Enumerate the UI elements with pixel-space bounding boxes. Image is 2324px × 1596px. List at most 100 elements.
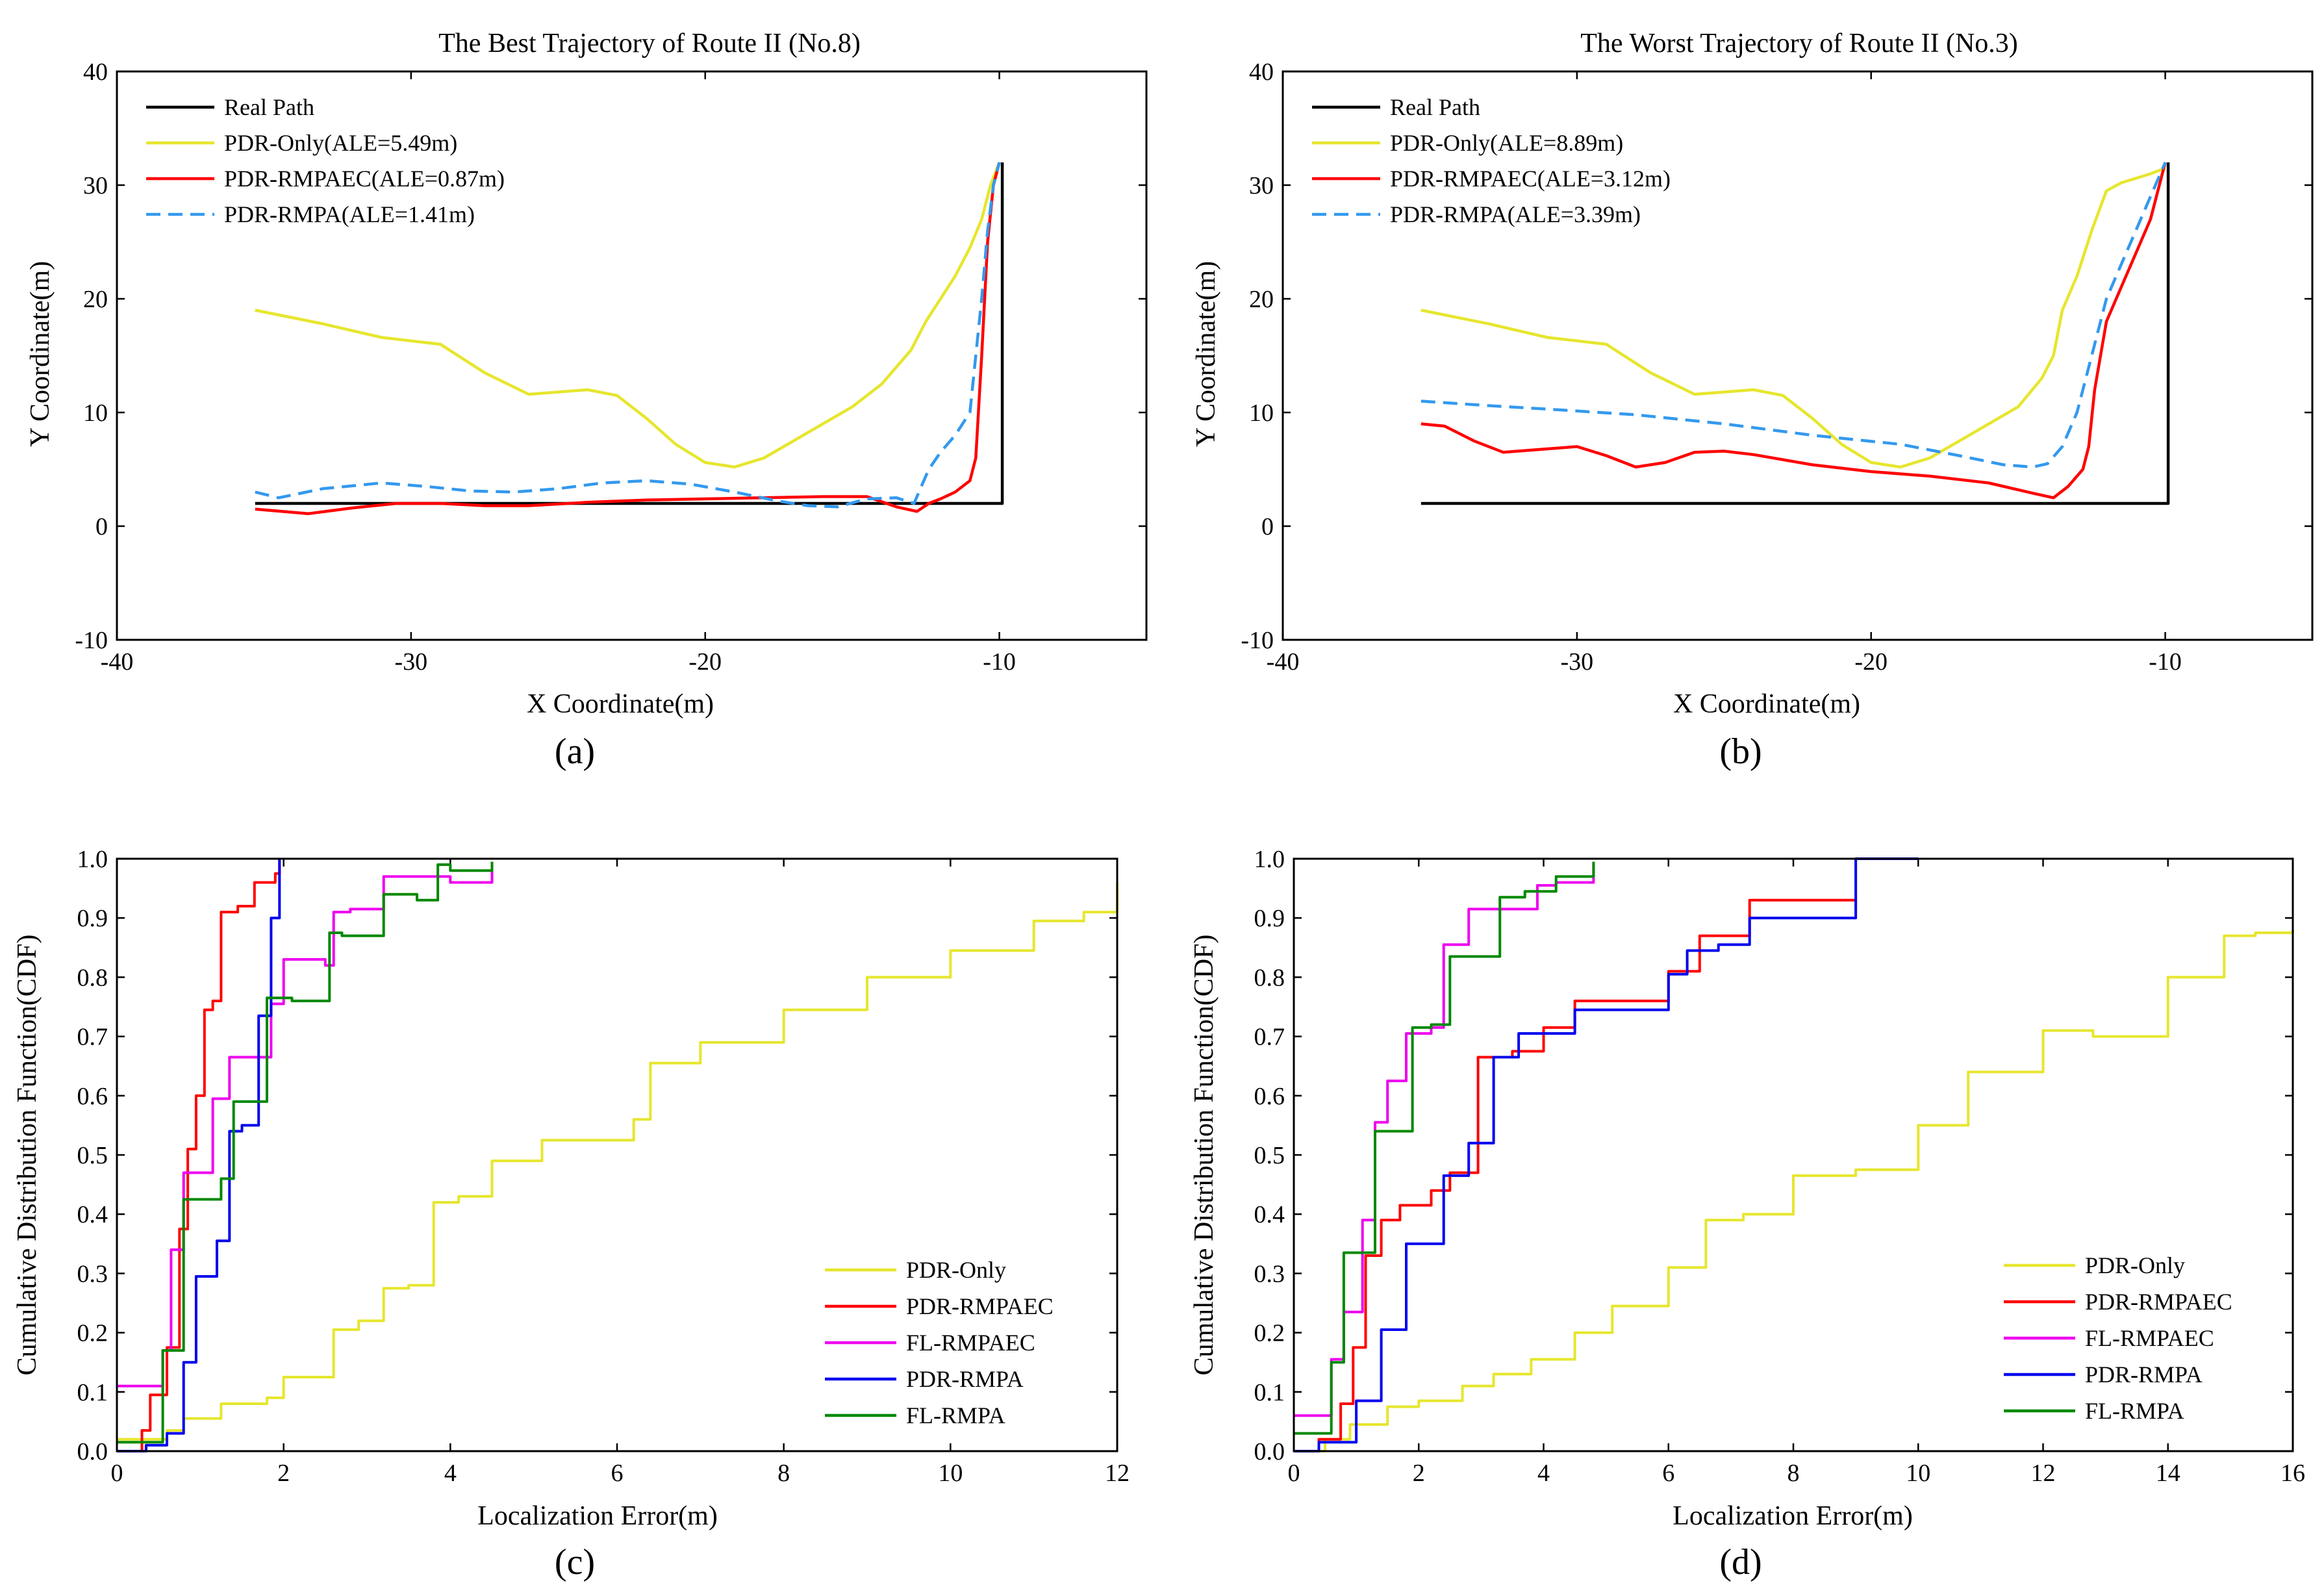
chart-a-xtick-label-2: -20 (688, 648, 722, 676)
chart-d-xtick-label-5: 10 (1906, 1460, 1930, 1487)
chart-c-ytick-label-9: 0.9 (77, 905, 108, 932)
chart-c-xtick-label-1: 2 (277, 1460, 290, 1487)
chart-c-ytick-label-0: 0.0 (77, 1438, 108, 1465)
chart-b-ytick-label-4: 30 (1249, 172, 1274, 199)
chart-b-series-real-path-line (1421, 162, 2170, 505)
chart-d-legend-label-3: PDR-RMPA (2085, 1362, 2203, 1387)
chart-b-legend-label-3: PDR-RMPA(ALE=3.39m) (1390, 201, 1641, 227)
chart-a-xtick-label-3: -10 (983, 648, 1016, 676)
chart-a-plot: -40 -30 -20 -10 -10 0 10 20 30 40 Real Path PDR-Onl… (75, 58, 1146, 676)
chart-d-panel-label: (d) (1719, 1542, 1762, 1582)
chart-d-legend-label-2: FL-RMPAEC (2085, 1325, 2214, 1351)
chart-c-xtick-label-5: 10 (938, 1460, 963, 1487)
panel-a: The Best Trajectory of Route II (No.8) -… (25, 29, 1148, 772)
chart-a-series-real-path-line (255, 162, 1004, 505)
panel-b: The Worst Trajectory of Route II (No.3) … (1191, 29, 2314, 772)
chart-c-xlabel: Localization Error(m) (477, 1501, 718, 1531)
chart-b-xtick-label-0: -40 (1267, 648, 1300, 676)
chart-c-ylabel: Cumulative Distribution Function(CDF) (12, 935, 42, 1376)
chart-d-xtick-label-0: 0 (1288, 1460, 1300, 1487)
chart-d-ytick-label-9: 0.9 (1254, 905, 1285, 932)
chart-c-plot: 0 2 4 6 8 10 12 0.0 0.1 0.2 0.3 0.4 0.5 0.6 0.7 0.8 0.9 1… (77, 846, 1130, 1487)
chart-d-xlabel: Localization Error(m) (1673, 1501, 1913, 1531)
chart-d-xtick-label-1: 2 (1413, 1460, 1425, 1487)
chart-d-xtick-label-4: 8 (1787, 1460, 1800, 1487)
chart-b-ytick-label-3: 20 (1249, 286, 1274, 313)
chart-a-ytick-label-2: 10 (83, 399, 108, 427)
chart-a-ytick-label-4: 30 (83, 172, 108, 199)
chart-a-legend-label-0: Real Path (224, 94, 314, 120)
chart-c-xtick-label-2: 4 (444, 1460, 457, 1487)
chart-a-ytick-label-3: 20 (83, 286, 108, 313)
chart-d-ytick-label-1: 0.1 (1254, 1379, 1285, 1406)
chart-c-xtick-label-0: 0 (111, 1460, 123, 1487)
chart-a-series-pdr-rmpaec-line (255, 162, 1001, 516)
chart-c-series-pdr-rmpa-line (117, 859, 281, 1452)
panel-d: 0 2 4 6 8 10 12 14 16 0.0 0.1 0.2 0.3 0.4 0.5 0.6 0.7 0.8… (1189, 846, 2305, 1582)
chart-c-legend-label-2: FL-RMPAEC (906, 1330, 1035, 1356)
chart-c-legend-label-0: PDR-Only (906, 1257, 1006, 1283)
chart-b-panel-label: (b) (1719, 731, 1762, 772)
chart-d-series-fl-rmpa-line (1294, 861, 1595, 1435)
chart-d-ytick-label-4: 0.4 (1254, 1201, 1285, 1228)
chart-b-xtick-label-1: -30 (1561, 648, 1594, 676)
chart-d-ytick-label-7: 0.7 (1254, 1024, 1285, 1051)
chart-c-legend-label-3: PDR-RMPA (906, 1366, 1024, 1392)
chart-a-title: The Best Trajectory of Route II (No.8) (438, 29, 861, 58)
chart-b-legend-label-1: PDR-Only(ALE=8.89m) (1390, 130, 1623, 156)
chart-c-series-pdr-rmpaec-line (117, 859, 281, 1452)
chart-b-ytick-label-0: -10 (1241, 627, 1274, 654)
chart-c-frame (116, 857, 1118, 1452)
chart-a-xlabel: X Coordinate(m) (527, 689, 714, 719)
chart-d-series-pdr-rmpaec-line (1294, 898, 1856, 1452)
chart-b-frame (1282, 70, 2314, 641)
chart-d-series-fl-rmpaec-line (1294, 865, 1595, 1417)
chart-b-series-pdr-only-line (1421, 166, 2166, 469)
chart-a-series-pdr-only-line (255, 162, 1001, 469)
chart-c-ytick-label-2: 0.2 (77, 1320, 108, 1347)
chart-c-legend-label-4: FL-RMPA (906, 1402, 1005, 1428)
chart-c-panel-label: (c) (555, 1542, 595, 1582)
chart-d-legend-label-0: PDR-Only (2085, 1252, 2185, 1278)
chart-d-ytick-label-0: 0.0 (1254, 1438, 1285, 1465)
chart-d-series-pdr-rmpa-line (1294, 857, 1919, 1452)
chart-c-ytick-label-10: 1.0 (77, 846, 108, 873)
chart-b-xtick-label-3: -10 (2149, 648, 2182, 676)
chart-d-ytick-label-6: 0.6 (1254, 1083, 1285, 1110)
chart-a-ytick-label-5: 40 (83, 58, 108, 86)
chart-d-xtick-label-6: 12 (2031, 1460, 2056, 1487)
chart-b-plot: -40 -30 -20 -10 -10 0 10 20 30 40 Real Path PDR-Onl… (1241, 58, 2312, 676)
chart-d-ytick-label-2: 0.2 (1254, 1320, 1285, 1347)
chart-d-xtick-label-7: 14 (2156, 1460, 2180, 1487)
chart-b-legend-label-0: Real Path (1390, 94, 1480, 120)
chart-c-xtick-label-6: 12 (1105, 1460, 1130, 1487)
chart-c-ytick-label-3: 0.3 (77, 1260, 108, 1287)
chart-d-ytick-label-5: 0.5 (1254, 1142, 1285, 1169)
chart-d-legend-label-4: FL-RMPA (2085, 1398, 2184, 1424)
chart-b-title: The Worst Trajectory of Route II (No.3) (1580, 29, 2018, 58)
chart-b-legend-label-2: PDR-RMPAEC(ALE=3.12m) (1390, 166, 1671, 192)
chart-a-xtick-label-0: -40 (101, 648, 134, 676)
chart-c-series-fl-rmpaec-line (117, 867, 494, 1387)
panel-c: 0 2 4 6 8 10 12 0.0 0.1 0.2 0.3 0.4 0.5 0.6 0.7 0.8 0.9 1… (12, 846, 1130, 1582)
chart-d-frame (1293, 857, 2294, 1452)
chart-b-ytick-label-5: 40 (1249, 58, 1274, 86)
chart-a-ylabel: Y Coordinate(m) (25, 261, 55, 448)
chart-d-ytick-label-8: 0.8 (1254, 964, 1285, 991)
chart-a-legend-label-1: PDR-Only(ALE=5.49m) (224, 130, 457, 156)
chart-b-ytick-label-1: 0 (1261, 513, 1274, 540)
chart-d-ytick-label-10: 1.0 (1254, 846, 1285, 873)
chart-b-ylabel: Y Coordinate(m) (1191, 261, 1221, 448)
chart-c-ytick-label-8: 0.8 (77, 964, 108, 991)
chart-c-series-pdr-only-line (117, 882, 1118, 1441)
chart-a-ytick-label-0: -10 (75, 627, 108, 654)
chart-a-legend-label-3: PDR-RMPA(ALE=1.41m) (224, 201, 475, 227)
chart-a-ytick-label-1: 0 (95, 513, 108, 540)
chart-c-ytick-label-4: 0.4 (77, 1201, 108, 1228)
chart-d-ytick-label-3: 0.3 (1254, 1260, 1285, 1287)
chart-b-ytick-label-2: 10 (1249, 399, 1274, 427)
chart-c-ytick-label-6: 0.6 (77, 1083, 108, 1110)
chart-c-legend-label-1: PDR-RMPAEC (906, 1293, 1054, 1319)
chart-c-series-fl-rmpa-line (117, 861, 494, 1444)
chart-d-plot: 0 2 4 6 8 10 12 14 16 0.0 0.1 0.2 0.3 0.4 0.5 0.6 0.7 0.8… (1254, 846, 2306, 1487)
